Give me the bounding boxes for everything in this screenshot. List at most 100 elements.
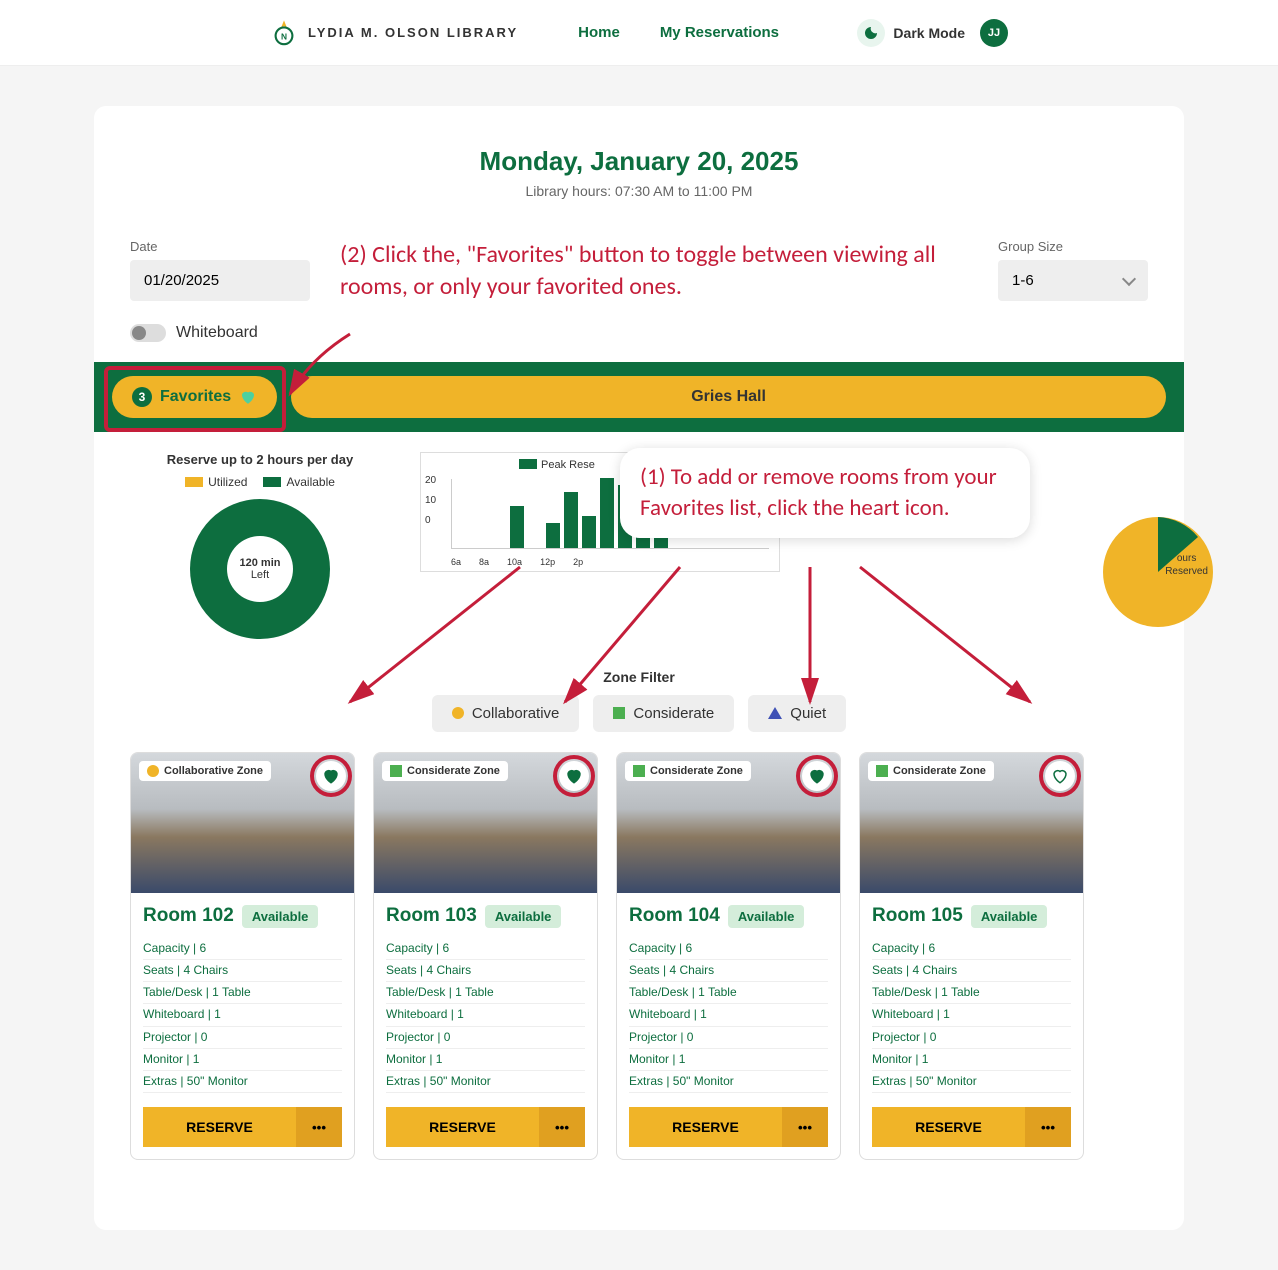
room-image: Considerate Zone (860, 753, 1083, 893)
zone-badge: Considerate Zone (868, 761, 994, 781)
status-badge: Available (728, 905, 805, 928)
zone-badge: Collaborative Zone (139, 761, 271, 781)
room-body: Room 102 Available Capacity | 6 Seats | … (131, 893, 354, 1159)
detail-seats: Seats | 4 Chairs (386, 960, 585, 982)
dark-mode-toggle[interactable]: Dark Mode (857, 19, 965, 47)
bar (546, 523, 560, 548)
room-name-row: Room 103 Available (386, 905, 585, 928)
room-image: Collaborative Zone (131, 753, 354, 893)
room-name: Room 104 (629, 905, 720, 927)
donut-chart: 120 min Left (190, 499, 330, 639)
heart-icon (565, 767, 583, 785)
nav-reservations[interactable]: My Reservations (660, 24, 779, 41)
room-card: Considerate Zone Room 104 Available Capa… (616, 752, 841, 1160)
detail-capacity: Capacity | 6 (143, 938, 342, 960)
detail-seats: Seats | 4 Chairs (872, 960, 1071, 982)
more-button[interactable]: ••• (1025, 1107, 1071, 1147)
room-card: Collaborative Zone Room 102 Available Ca… (130, 752, 355, 1160)
circle-icon (452, 707, 464, 719)
more-button[interactable]: ••• (296, 1107, 342, 1147)
annotation-2-text: (2) Click the, "Favorites" button to tog… (340, 239, 968, 304)
pie-label: ours Reserved (1165, 552, 1208, 578)
reserve-button[interactable]: RESERVE (143, 1107, 296, 1147)
detail-seats: Seats | 4 Chairs (629, 960, 828, 982)
detail-capacity: Capacity | 6 (872, 938, 1071, 960)
legend-available: Available (263, 475, 334, 489)
stats-row: Reserve up to 2 hours per day Utilized A… (94, 432, 1184, 659)
moon-icon (857, 19, 885, 47)
logo[interactable]: N LYDIA M. OLSON LIBRARY (270, 19, 518, 47)
zone-badge: Considerate Zone (625, 761, 751, 781)
page-title: Monday, January 20, 2025 (94, 146, 1184, 177)
detail-whiteboard: Whiteboard | 1 (629, 1004, 828, 1026)
zone-collaborative-button[interactable]: Collaborative (432, 695, 580, 732)
status-badge: Available (242, 905, 319, 928)
detail-monitor: Monitor | 1 (386, 1049, 585, 1071)
donut-title: Reserve up to 2 hours per day (130, 452, 390, 467)
hall-tab[interactable]: Gries Hall (291, 376, 1166, 418)
zone-considerate-button[interactable]: Considerate (593, 695, 734, 732)
heart-icon (808, 767, 826, 785)
status-badge: Available (971, 905, 1048, 928)
more-button[interactable]: ••• (782, 1107, 828, 1147)
room-name-row: Room 102 Available (143, 905, 342, 928)
heart-icon (1051, 767, 1069, 785)
whiteboard-label: Whiteboard (176, 324, 258, 342)
room-details: Capacity | 6 Seats | 4 Chairs Table/Desk… (143, 938, 342, 1093)
reserve-button[interactable]: RESERVE (386, 1107, 539, 1147)
detail-seats: Seats | 4 Chairs (143, 960, 342, 982)
more-button[interactable]: ••• (539, 1107, 585, 1147)
reserve-button[interactable]: RESERVE (629, 1107, 782, 1147)
room-body: Room 105 Available Capacity | 6 Seats | … (860, 893, 1083, 1159)
detail-monitor: Monitor | 1 (872, 1049, 1071, 1071)
room-details: Capacity | 6 Seats | 4 Chairs Table/Desk… (872, 938, 1071, 1093)
bar-chart-title: Peak Rese (541, 459, 595, 471)
room-name-row: Room 104 Available (629, 905, 828, 928)
detail-table: Table/Desk | 1 Table (386, 982, 585, 1004)
room-body: Room 104 Available Capacity | 6 Seats | … (617, 893, 840, 1159)
nav-home[interactable]: Home (578, 24, 620, 41)
status-badge: Available (485, 905, 562, 928)
bar (564, 492, 578, 548)
group-size-filter: Group Size 1-6 (998, 239, 1148, 301)
svg-text:N: N (281, 31, 287, 41)
header: N LYDIA M. OLSON LIBRARY Home My Reserva… (0, 0, 1278, 66)
square-icon (613, 707, 625, 719)
group-select[interactable]: 1-6 (998, 260, 1148, 301)
detail-table: Table/Desk | 1 Table (143, 982, 342, 1004)
room-name: Room 103 (386, 905, 477, 927)
right-controls: Dark Mode JJ (857, 19, 1008, 47)
heart-icon (322, 767, 340, 785)
room-actions: RESERVE ••• (386, 1107, 585, 1147)
detail-monitor: Monitor | 1 (629, 1049, 828, 1071)
circle-icon (147, 765, 159, 777)
favorite-heart-button[interactable] (802, 761, 832, 791)
room-name: Room 105 (872, 905, 963, 927)
zone-quiet-button[interactable]: Quiet (748, 695, 846, 732)
favorites-label: Favorites (160, 388, 231, 406)
filters-row: Date (2) Click the, "Favorites" button t… (94, 199, 1184, 324)
room-body: Room 103 Available Capacity | 6 Seats | … (374, 893, 597, 1159)
room-name: Room 102 (143, 905, 234, 927)
dark-mode-label: Dark Mode (893, 25, 965, 41)
reserve-button[interactable]: RESERVE (872, 1107, 1025, 1147)
zone-filter-row: Zone Filter Collaborative Considerate Qu… (94, 659, 1184, 752)
favorites-tab[interactable]: 3 Favorites (112, 376, 277, 418)
date-input[interactable] (130, 260, 310, 301)
pie-chart: ours Reserved (1098, 512, 1218, 632)
triangle-icon (768, 707, 782, 719)
nav: Home My Reservations (578, 24, 779, 41)
rooms-grid: Collaborative Zone Room 102 Available Ca… (94, 752, 1184, 1190)
favorite-heart-button[interactable] (559, 761, 589, 791)
avatar[interactable]: JJ (980, 19, 1008, 47)
favorite-heart-button[interactable] (1045, 761, 1075, 791)
date-label: Date (130, 239, 310, 254)
favorite-heart-button[interactable] (316, 761, 346, 791)
annotation-1-bubble: (1) To add or remove rooms from your Fav… (620, 448, 1030, 538)
detail-extras: Extras | 50" Monitor (143, 1071, 342, 1093)
square-icon (390, 765, 402, 777)
whiteboard-toggle[interactable] (130, 324, 166, 342)
group-select-wrap: 1-6 (998, 260, 1148, 301)
favorites-count: 3 (132, 387, 152, 407)
whiteboard-toggle-row: Whiteboard (94, 324, 1184, 362)
